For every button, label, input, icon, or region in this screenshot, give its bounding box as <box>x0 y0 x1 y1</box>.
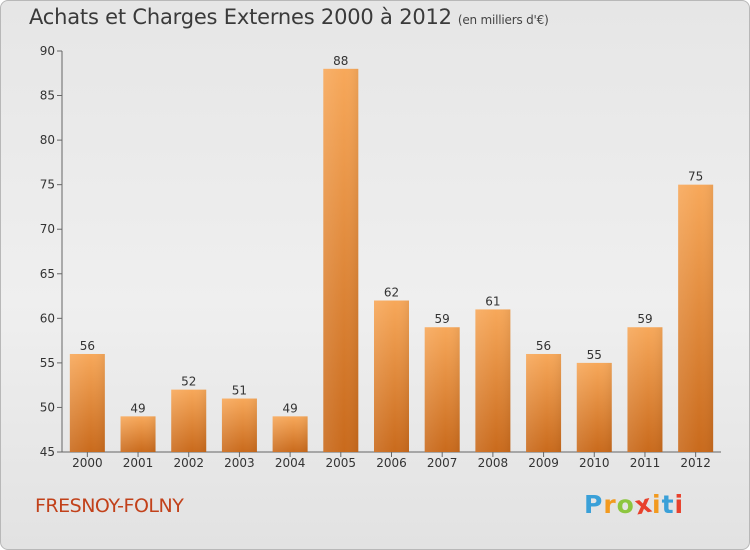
y-tick-label: 55 <box>40 356 55 370</box>
data-label: 88 <box>333 54 348 68</box>
y-tick-label: 75 <box>40 178 55 192</box>
data-label: 51 <box>232 384 247 398</box>
data-label: 59 <box>637 312 652 326</box>
chart-title-text: Achats et Charges Externes 2000 à 2012 <box>29 5 452 29</box>
chart-title: Achats et Charges Externes 2000 à 2012 (e… <box>29 5 549 29</box>
x-tick-label: 2002 <box>173 456 204 470</box>
bar-shade <box>678 184 714 452</box>
y-tick-label: 60 <box>40 311 55 325</box>
bar-shade <box>69 353 105 452</box>
data-label: 56 <box>536 339 551 353</box>
axes: 45 50 55 60 65 70 75 80 85 90 2000 2001 2002 2003 2004… <box>40 44 721 470</box>
x-tick-label: 2011 <box>630 456 661 470</box>
data-label: 59 <box>435 312 450 326</box>
x-tick-label: 2007 <box>427 456 458 470</box>
bar-shade <box>374 300 409 452</box>
logo-letter: t <box>661 490 675 519</box>
bar-shade <box>221 398 257 452</box>
x-tick-label: 2009 <box>528 456 559 470</box>
logo-letter: o <box>616 490 635 519</box>
data-label: 62 <box>384 286 399 300</box>
bar-shade <box>526 353 562 452</box>
bar-shade <box>424 327 460 452</box>
bar-shade <box>627 327 663 452</box>
y-tick-label: 90 <box>40 44 55 58</box>
bars <box>69 68 714 453</box>
data-label: 75 <box>688 170 703 184</box>
x-tick-label: 2010 <box>579 456 610 470</box>
logo-letter: r <box>603 490 617 519</box>
x-tick-label: 2003 <box>224 456 255 470</box>
y-tick-label: 65 <box>40 267 55 281</box>
y-tick-label: 80 <box>40 133 55 147</box>
bar-shade <box>475 309 511 452</box>
bar-shade <box>272 416 308 452</box>
x-tick-label: 2001 <box>123 456 154 470</box>
data-label: 49 <box>282 401 297 415</box>
y-tick-label: 70 <box>40 222 55 236</box>
y-tick-label: 45 <box>40 445 55 459</box>
data-label: 56 <box>80 339 95 353</box>
bar-shade <box>171 389 207 452</box>
bar-shade <box>120 416 156 452</box>
y-tick-label: 85 <box>40 89 55 103</box>
x-tick-label: 2004 <box>275 456 306 470</box>
x-tick-label: 2006 <box>376 456 407 470</box>
x-tick-label: 2008 <box>478 456 509 470</box>
proxiti-logo: Proxiti <box>584 489 685 521</box>
logo-letter: i <box>674 490 685 519</box>
bar-shade <box>323 68 359 453</box>
data-label: 61 <box>485 294 500 308</box>
x-tick-label: 2012 <box>680 456 711 470</box>
value-labels: 56 49 52 51 49 88 62 59 61 56 55 59 75 <box>80 54 704 416</box>
chart-subtitle: (en milliers d'€) <box>457 13 549 27</box>
x-tick-label: 2005 <box>326 456 357 470</box>
y-tick-label: 50 <box>40 400 55 414</box>
logo-letter: i <box>652 490 662 519</box>
x-tick-label: 2000 <box>72 456 103 470</box>
data-label: 55 <box>587 348 602 362</box>
data-label: 52 <box>181 375 196 389</box>
logo-letter: P <box>584 490 604 519</box>
data-label: 49 <box>130 401 145 415</box>
bar-shade <box>576 362 612 452</box>
location-label: FRESNOY-FOLNY <box>35 495 184 517</box>
